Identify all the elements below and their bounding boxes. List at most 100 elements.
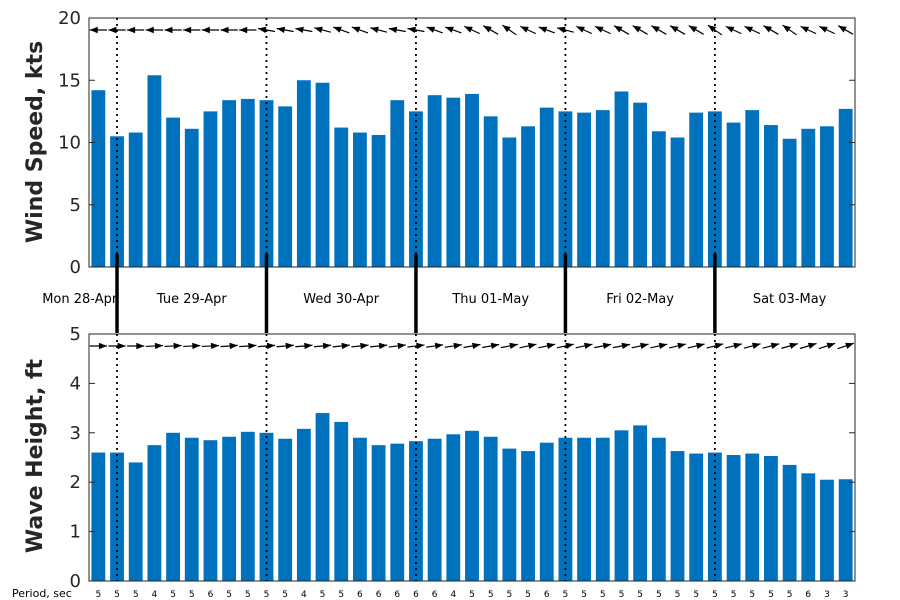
wave-direction-arrow bbox=[89, 342, 107, 350]
wind-direction-arrow bbox=[164, 26, 182, 34]
period-value: 5 bbox=[768, 590, 774, 600]
wave-direction-arrow bbox=[799, 342, 817, 350]
wave-direction-arrow bbox=[650, 342, 668, 350]
wind-bar bbox=[483, 116, 498, 267]
wave-bar bbox=[278, 438, 293, 581]
day-dividers-layer bbox=[115, 18, 717, 581]
wind-bar bbox=[726, 122, 741, 267]
period-value: 5 bbox=[563, 590, 569, 600]
wind-bar bbox=[838, 108, 853, 267]
wave-bar bbox=[409, 441, 423, 581]
wind-direction-arrow bbox=[613, 25, 630, 35]
wave-direction-arrow bbox=[239, 342, 257, 350]
wind-direction-arrow bbox=[482, 25, 499, 35]
wave-bar bbox=[521, 451, 535, 581]
period-value: 5 bbox=[245, 590, 251, 600]
wave-direction-arrow bbox=[687, 342, 705, 349]
wind-bar bbox=[801, 128, 816, 267]
wave-direction-arrow bbox=[612, 342, 631, 350]
wind-direction-arrow bbox=[145, 26, 163, 34]
labels-layer: 0 5 10 15 20 0 1 2 3 4 5 Mon 28-Apr Tue 29-Apr Wed 30… bbox=[42, 8, 848, 600]
period-value: 5 bbox=[133, 590, 139, 600]
wave-direction-arrow bbox=[669, 342, 687, 349]
wave-bar bbox=[745, 453, 760, 581]
wind-direction-arrow bbox=[445, 26, 462, 34]
wave-direction-arrow bbox=[313, 342, 332, 350]
wind-bar bbox=[352, 132, 367, 267]
wind-ytick-label: 10 bbox=[58, 133, 81, 154]
wind-ytick-label: 15 bbox=[58, 70, 81, 91]
wave-bar bbox=[689, 453, 704, 581]
wind-bar bbox=[539, 107, 554, 267]
wind-bar bbox=[371, 135, 386, 267]
wind-direction-arrow bbox=[276, 26, 294, 34]
period-value: 6 bbox=[394, 590, 400, 600]
wave-bar bbox=[352, 437, 367, 581]
wind-bar bbox=[633, 102, 648, 267]
wind-bar bbox=[184, 128, 199, 267]
wave-direction-arrow bbox=[519, 342, 537, 350]
wind-direction-arrow bbox=[407, 26, 425, 34]
wind-direction-arrow bbox=[669, 25, 686, 35]
wind-bar bbox=[334, 127, 349, 267]
wave-bar bbox=[371, 445, 386, 581]
wind-direction-arrow bbox=[426, 26, 443, 34]
wind-direction-arrow bbox=[763, 25, 779, 35]
wind-direction-arrow bbox=[239, 26, 257, 34]
period-value: 5 bbox=[656, 590, 662, 600]
wind-bar bbox=[820, 126, 834, 267]
wind-direction-arrow bbox=[388, 26, 406, 34]
wave-direction-arrow bbox=[762, 342, 780, 349]
wave-direction-arrow bbox=[463, 342, 481, 350]
period-value: 6 bbox=[376, 590, 382, 600]
wind-bar bbox=[595, 110, 610, 267]
wave-direction-arrow bbox=[164, 342, 182, 350]
wave-direction-arrow bbox=[725, 342, 743, 349]
day-label: Sat 03-May bbox=[753, 292, 827, 307]
wave-direction-arrow bbox=[500, 342, 518, 350]
period-value: 5 bbox=[675, 590, 681, 600]
wave-bar bbox=[110, 452, 124, 581]
wind-bar bbox=[278, 106, 293, 267]
wind-bar bbox=[670, 137, 685, 267]
wave-bar bbox=[838, 479, 853, 581]
wind-direction-arrow bbox=[837, 25, 854, 35]
wave-direction-arrow bbox=[482, 342, 500, 350]
wave-direction-arrow bbox=[631, 342, 649, 350]
period-value: 5 bbox=[189, 590, 195, 600]
period-value: 5 bbox=[469, 590, 475, 600]
wave-direction-arrow bbox=[369, 342, 388, 350]
wave-direction-arrow bbox=[332, 342, 350, 350]
period-title: Period, sec bbox=[12, 587, 72, 600]
wave-bar bbox=[820, 479, 834, 581]
wind-bar bbox=[166, 117, 180, 267]
wind-bar bbox=[465, 93, 479, 267]
wave-bar bbox=[128, 462, 143, 581]
wave-bar bbox=[670, 451, 685, 581]
wind-bar bbox=[390, 100, 405, 267]
wind-bar bbox=[222, 100, 237, 267]
wave-direction-arrow bbox=[556, 342, 574, 350]
wave-bar bbox=[240, 431, 255, 581]
period-value: 5 bbox=[507, 590, 513, 600]
period-value: 5 bbox=[693, 590, 699, 600]
wave-bar bbox=[651, 437, 666, 581]
wave-bar bbox=[334, 421, 349, 581]
period-value: 5 bbox=[749, 590, 755, 600]
wave-bar bbox=[577, 437, 592, 581]
wind-bar bbox=[558, 111, 573, 268]
period-value: 4 bbox=[152, 590, 158, 600]
wind-bar bbox=[651, 131, 666, 267]
wind-bar bbox=[203, 111, 218, 268]
wave-bar bbox=[502, 448, 517, 581]
wind-bar bbox=[707, 111, 722, 268]
wind-direction-arrow bbox=[89, 26, 107, 34]
wind-direction-arrow bbox=[370, 26, 388, 33]
period-value: 4 bbox=[301, 590, 307, 600]
period-value: 5 bbox=[264, 590, 270, 600]
wave-bar bbox=[184, 437, 199, 581]
period-value: 5 bbox=[488, 590, 494, 600]
wind-direction-arrow bbox=[782, 24, 797, 36]
wave-ytick-label: 5 bbox=[70, 324, 81, 345]
wind-direction-arrow bbox=[632, 25, 648, 35]
